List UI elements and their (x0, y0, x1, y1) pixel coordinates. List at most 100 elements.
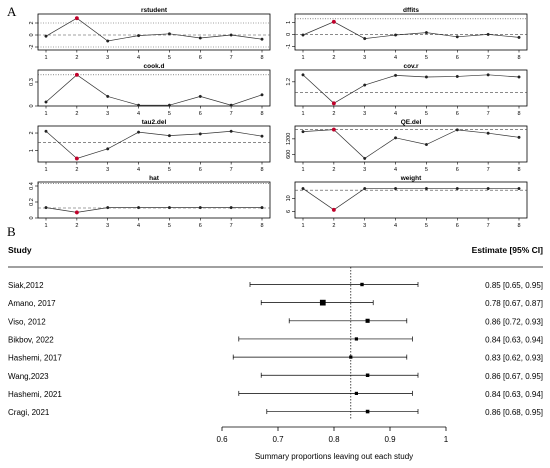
study-label: Wang,2023 (8, 372, 49, 381)
panel-a-label: A (7, 4, 17, 19)
x-tick-label: 2 (75, 167, 78, 173)
panel-title: cov.r (403, 63, 419, 70)
x-tick-label: 6 (199, 223, 202, 229)
panel-title: rstudent (141, 7, 168, 14)
x-axis-tick-label: 1 (444, 435, 449, 444)
y-tick-label: 0.4 (29, 182, 35, 190)
x-tick-label: 8 (260, 55, 263, 61)
data-point (198, 36, 202, 40)
data-point (424, 187, 428, 191)
y-tick-label: 2 (29, 131, 35, 134)
data-point (517, 135, 521, 139)
data-point (260, 93, 264, 97)
diagnostic-panel-weight: weight 6 10 1 2 3 4 5 6 7 8 (286, 175, 528, 229)
x-tick-label: 2 (75, 223, 78, 229)
x-tick-label: 7 (230, 167, 233, 173)
x-tick-label: 6 (199, 111, 202, 117)
estimate-label: 0.85 [0.65, 0.95] (485, 281, 543, 290)
y-tick-label: 600 (286, 150, 292, 159)
data-point (260, 206, 264, 210)
x-tick-label: 3 (106, 111, 109, 117)
x-tick-label: 6 (456, 167, 459, 173)
x-tick-label: 5 (168, 55, 171, 61)
data-point (44, 100, 48, 104)
x-tick-label: 3 (363, 111, 366, 117)
x-tick-label: 8 (260, 223, 263, 229)
study-label: Viso, 2012 (8, 317, 46, 326)
y-tick-label: 1.2 (286, 78, 292, 86)
x-tick-label: 3 (106, 167, 109, 173)
panel-frame (37, 13, 271, 51)
influential-point (331, 127, 336, 132)
x-tick-label: 1 (301, 111, 304, 117)
data-point (455, 128, 459, 132)
series-line (302, 188, 519, 211)
influential-point (331, 19, 336, 24)
data-point (301, 33, 305, 37)
y-tick-label: 10 (286, 195, 292, 201)
y-tick-label: 0.3 (29, 78, 35, 86)
panel-title: QE.del (401, 119, 422, 126)
diagnostic-panel-dffits: dffits -1 0 1 1 2 3 4 5 6 7 8 (286, 7, 528, 61)
y-tick-label: 2 (29, 21, 35, 24)
x-tick-label: 4 (394, 167, 397, 173)
data-point (44, 206, 48, 210)
estimate-square (365, 318, 370, 323)
data-point (394, 73, 398, 77)
x-axis-tick-label: 0.7 (272, 435, 284, 444)
x-axis-tick-label: 0.9 (384, 435, 396, 444)
panel-frame (294, 125, 528, 163)
data-point (137, 103, 141, 107)
x-axis-title: Summary proportions leaving out each stu… (255, 452, 413, 461)
x-tick-label: 5 (168, 167, 171, 173)
x-tick-label: 5 (168, 111, 171, 117)
x-tick-label: 5 (425, 167, 428, 173)
x-tick-label: 3 (363, 223, 366, 229)
x-tick-label: 2 (332, 223, 335, 229)
series-line (45, 207, 262, 213)
study-label: Bikbov, 2022 (8, 335, 54, 344)
panel-frame (37, 125, 271, 163)
data-point (229, 129, 233, 133)
x-tick-label: 8 (517, 167, 520, 173)
data-point (44, 34, 48, 38)
y-tick-label: 0 (29, 33, 35, 36)
estimate-square (360, 282, 364, 287)
data-point (394, 136, 398, 140)
diagnostic-panel-hat: hat 0 0.2 0.4 1 2 3 4 5 6 7 8 (29, 175, 271, 229)
data-point (363, 83, 367, 87)
y-tick-label: 6 (286, 210, 292, 213)
data-point (486, 73, 490, 77)
data-point (424, 31, 428, 35)
x-tick-label: 5 (425, 223, 428, 229)
estimate-square (354, 337, 358, 341)
data-point (137, 34, 141, 38)
data-point (455, 187, 459, 191)
data-point (44, 129, 48, 133)
data-point (517, 75, 521, 79)
data-point (455, 74, 459, 78)
x-tick-label: 8 (517, 111, 520, 117)
data-point (198, 132, 202, 136)
influential-point (74, 16, 79, 21)
data-point (486, 32, 490, 36)
study-label: Hashemi, 2021 (8, 390, 62, 399)
estimate-label: 0.83 [0.62, 0.93] (485, 354, 543, 363)
influential-point (331, 101, 336, 106)
x-tick-label: 4 (394, 111, 397, 117)
data-point (517, 35, 521, 39)
x-tick-label: 2 (332, 111, 335, 117)
y-tick-label: 0 (286, 33, 292, 36)
estimate-square (319, 299, 326, 306)
series-line (45, 74, 263, 106)
data-point (137, 206, 141, 210)
estimate-label: 0.84 [0.63, 0.94] (485, 390, 543, 399)
panel-title: tau2.del (142, 119, 167, 126)
estimate-label: 0.86 [0.68, 0.95] (485, 408, 543, 417)
header-estimate: Estimate [95% CI] (472, 245, 543, 255)
estimate-label: 0.78 [0.67, 0.87] (485, 299, 543, 308)
x-tick-label: 6 (199, 55, 202, 61)
estimate-label: 0.84 [0.63, 0.94] (485, 335, 543, 344)
data-point (106, 39, 110, 43)
data-point (106, 94, 110, 98)
